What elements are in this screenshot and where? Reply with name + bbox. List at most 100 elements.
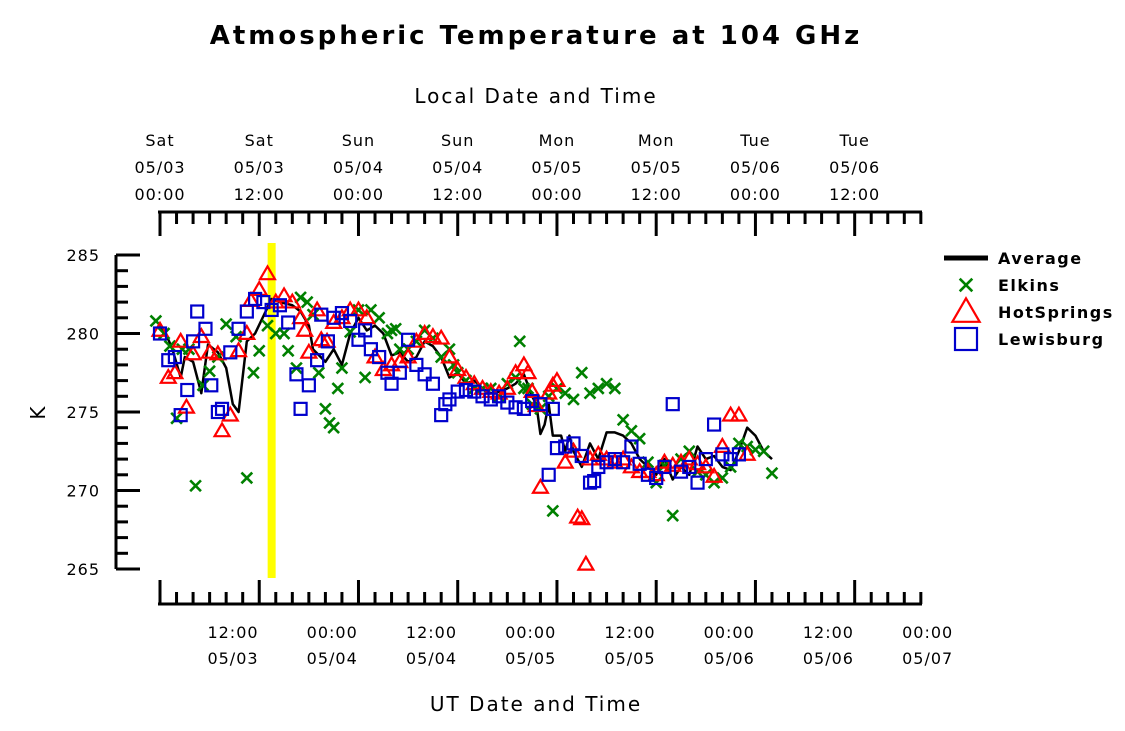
x-axis-label: UT Date and Time	[430, 692, 642, 716]
bottom-tick-label: 00:00	[307, 623, 358, 642]
hotsprings-point	[407, 331, 426, 348]
lewisburg-point	[649, 470, 664, 486]
lewisburg-point	[293, 401, 308, 416]
bottom-tick-label: 05/04	[406, 649, 457, 668]
elkins-point	[331, 382, 345, 395]
elkins-point	[513, 335, 527, 348]
bottom-tick-label: 05/07	[902, 649, 953, 668]
lewisburg-point	[180, 382, 195, 398]
elkins-x-stroke	[765, 466, 779, 480]
elkins-point	[196, 378, 210, 392]
hotsprings-point	[679, 449, 699, 466]
elkins-x-stroke	[958, 277, 974, 293]
hotsprings-point	[555, 452, 575, 469]
hotsprings-point	[522, 381, 542, 399]
hotsprings-point	[249, 279, 269, 296]
lewisburg-point	[673, 464, 689, 479]
elkins-x-stroke	[591, 382, 605, 395]
elkins-point	[343, 325, 357, 339]
top-tick-label: Tue	[739, 131, 770, 150]
elkins-x-stroke	[364, 303, 378, 317]
elkins-point	[240, 471, 254, 485]
hotsprings-point	[299, 342, 319, 359]
top-tick-label: 05/03	[134, 158, 185, 177]
lewisburg-point	[223, 345, 238, 360]
top-tick-label: 00:00	[134, 185, 185, 204]
elkins-point	[616, 413, 630, 427]
hotsprings-point	[506, 363, 525, 380]
elkins-point	[300, 295, 314, 309]
elkins-x-stroke	[633, 432, 646, 446]
hotsprings-series	[150, 264, 757, 571]
lewisburg-point	[190, 304, 205, 319]
lewisburg-point	[301, 378, 316, 393]
elkins-x-stroke	[327, 421, 340, 435]
lewisburg-point	[239, 304, 254, 319]
lewisburg-point	[731, 447, 747, 462]
legend-label: Elkins	[998, 276, 1060, 295]
elkins-point	[352, 303, 365, 317]
highlight-band	[267, 243, 276, 578]
legend: Average Elkins HotSprings Lewisburg	[944, 249, 1112, 352]
hotsprings-point	[473, 378, 492, 395]
lewisburg-point	[214, 401, 230, 416]
lewisburg-point	[475, 389, 490, 404]
elkins-x-stroke	[189, 479, 202, 493]
lewisburg-point	[264, 302, 279, 318]
lewisburg-point	[204, 378, 219, 393]
elkins-point	[583, 386, 597, 400]
elkins-x-stroke	[666, 509, 680, 522]
elkins-x-stroke	[281, 344, 295, 358]
lewisburg-point	[272, 298, 288, 313]
lewisburg-point	[334, 305, 350, 321]
top-tick-label: 05/03	[234, 158, 285, 177]
top-tick-label: Mon	[638, 131, 675, 150]
lewisburg-point	[690, 475, 705, 490]
elkins-x-stroke	[616, 413, 630, 427]
elkins-point	[724, 460, 737, 474]
elkins-x-stroke	[252, 344, 266, 358]
hotsprings-point	[398, 347, 418, 364]
lewisburg-point	[607, 452, 622, 467]
lewisburg-point	[558, 439, 573, 454]
elkins-point	[219, 317, 233, 331]
elkins-x-stroke	[372, 311, 386, 325]
lewisburg-point	[310, 353, 325, 368]
bottom-tick-label: 05/06	[704, 649, 755, 668]
top-axis-label: Local Date and Time	[414, 84, 657, 108]
elkins-point	[189, 479, 202, 493]
bottom-tick-label: 05/05	[604, 649, 655, 668]
legend-label: Lewisburg	[998, 330, 1105, 349]
elkins-point	[546, 504, 560, 518]
top-tick-label: 05/05	[531, 158, 582, 177]
lewisburg-point	[582, 475, 598, 490]
elkins-x-stroke	[240, 471, 254, 485]
lewisburg-point	[706, 417, 722, 432]
elkins-x-stroke	[583, 386, 597, 400]
elkins-point	[558, 386, 572, 400]
top-tick-label: 05/04	[432, 158, 483, 177]
elkins-x-stroke	[335, 361, 349, 375]
elkins-point	[389, 322, 403, 336]
elkins-point	[666, 509, 680, 522]
elkins-x-stroke	[219, 317, 233, 331]
lewisburg-point	[467, 384, 482, 399]
elkins-point	[335, 361, 349, 375]
bottom-tick-label: 05/04	[307, 649, 358, 668]
lewisburg-point	[343, 313, 358, 329]
elkins-point	[372, 311, 386, 325]
top-tick-label: Sun	[441, 131, 474, 150]
lewisburg-point	[657, 459, 672, 475]
elkins-x-stroke	[343, 325, 357, 339]
elkins-x-stroke	[170, 411, 183, 425]
lewisburg-point	[500, 395, 515, 410]
elkins-x-stroke	[196, 378, 210, 392]
hotsprings-point	[282, 292, 302, 309]
top-tick-label: 05/06	[829, 158, 880, 177]
hotsprings-point	[200, 342, 219, 359]
top-tick-label: 00:00	[730, 185, 781, 204]
lewisburg-point	[210, 404, 225, 420]
legend-label: Average	[998, 249, 1083, 268]
top-tick-label: Sat	[245, 131, 274, 150]
top-tick-label: 00:00	[531, 185, 582, 204]
